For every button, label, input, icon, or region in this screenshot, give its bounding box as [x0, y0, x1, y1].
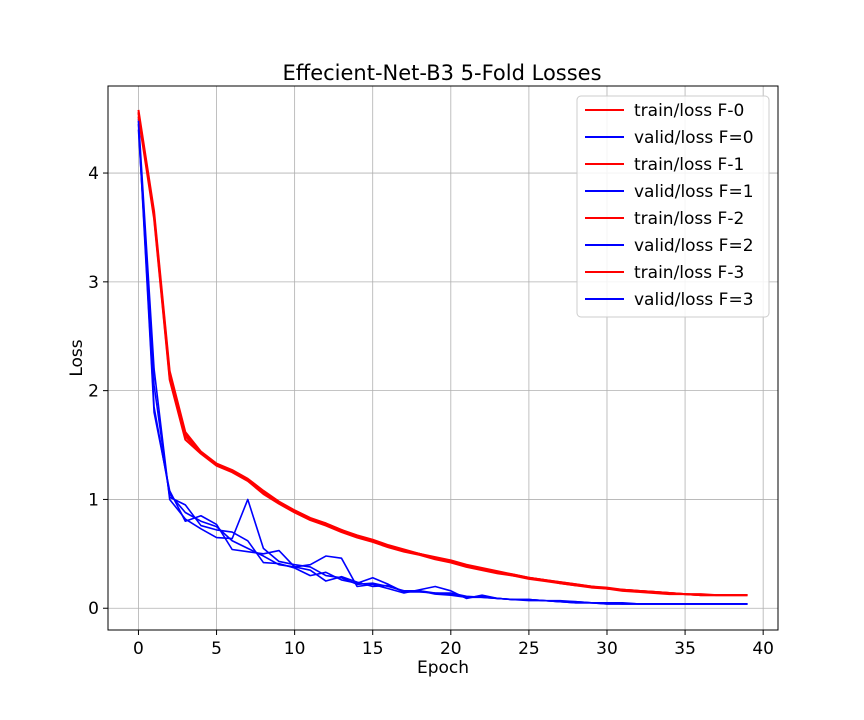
legend-label: valid/loss F=0 — [634, 128, 754, 148]
axis-ticks: 0 5 10 15 20 25 30 35 40 0 1 2 3 4 — [88, 164, 774, 659]
legend-label: train/loss F-3 — [634, 263, 744, 283]
plot-area-frame — [107, 85, 779, 631]
series-line-valid-7 — [137, 120, 748, 605]
x-tick-label: 5 — [211, 639, 222, 659]
legend-label: train/loss F-1 — [634, 155, 744, 175]
legend: train/loss F-0 valid/loss F=0 train/loss F… — [576, 95, 770, 318]
legend-label: valid/loss F=1 — [634, 182, 754, 202]
plot-lines — [137, 109, 748, 605]
y-tick-label: 2 — [88, 382, 99, 402]
x-tick-label: 35 — [674, 639, 696, 659]
x-tick-label: 15 — [362, 639, 384, 659]
legend-box — [576, 95, 770, 318]
x-tick-label: 30 — [596, 639, 618, 659]
x-axis-label: Epoch — [417, 658, 469, 678]
legend-label: train/loss F-0 — [634, 101, 744, 121]
legend-label: valid/loss F=3 — [634, 290, 754, 310]
x-tick-label: 0 — [133, 639, 144, 659]
x-tick-label: 40 — [752, 639, 774, 659]
x-tick-label: 25 — [518, 639, 540, 659]
y-tick-label: 4 — [88, 164, 99, 184]
series-line-train-6 — [137, 111, 748, 597]
legend-label: valid/loss F=2 — [634, 236, 754, 256]
y-tick-label: 0 — [88, 599, 99, 619]
y-axis-label: Loss — [67, 339, 87, 376]
y-tick-label: 3 — [88, 273, 99, 293]
chart-title: Effecient-Net-B3 5-Fold Losses — [282, 61, 601, 85]
x-tick-label: 20 — [440, 639, 462, 659]
legend-label: train/loss F-2 — [634, 209, 744, 229]
y-tick-label: 1 — [88, 490, 99, 510]
x-tick-label: 10 — [284, 639, 306, 659]
